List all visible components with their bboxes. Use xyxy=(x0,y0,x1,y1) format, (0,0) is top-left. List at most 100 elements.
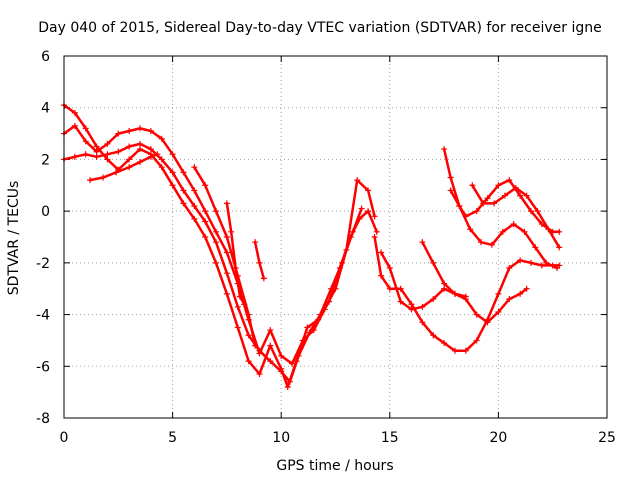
series-layer xyxy=(61,102,563,390)
data-point-plus xyxy=(447,174,454,181)
series-track-8 xyxy=(371,234,563,354)
data-point-plus xyxy=(408,306,415,313)
data-point-plus xyxy=(169,169,176,176)
data-point-plus xyxy=(147,153,154,160)
data-point-plus xyxy=(532,244,539,251)
data-point-plus xyxy=(527,208,534,215)
data-point-plus xyxy=(213,239,220,246)
series-line xyxy=(62,124,376,365)
series-track-10 xyxy=(419,239,469,300)
data-point-plus xyxy=(245,311,252,318)
series-line xyxy=(449,189,559,270)
data-point-plus xyxy=(447,187,454,194)
plot-frame xyxy=(63,55,608,419)
data-point-plus xyxy=(252,342,259,349)
data-point-plus xyxy=(441,280,448,287)
data-point-plus xyxy=(104,140,111,147)
data-point-plus xyxy=(147,146,154,153)
y-tick-label: 6 xyxy=(41,49,50,65)
data-point-plus xyxy=(317,311,324,318)
grid-layer xyxy=(64,56,607,418)
data-point-plus xyxy=(126,164,133,171)
data-point-plus xyxy=(71,153,78,160)
data-point-plus xyxy=(512,184,519,191)
data-point-plus xyxy=(339,259,346,266)
data-point-plus xyxy=(484,195,491,202)
data-point-plus xyxy=(408,301,415,308)
data-point-plus xyxy=(517,290,524,297)
data-point-plus xyxy=(469,182,476,189)
series-line xyxy=(88,153,159,182)
data-point-plus xyxy=(213,208,220,215)
data-point-plus xyxy=(441,340,448,347)
data-point-plus xyxy=(430,259,437,266)
data-point-plus xyxy=(126,143,133,150)
data-point-plus xyxy=(467,226,474,233)
data-point-plus xyxy=(545,226,552,233)
data-point-plus xyxy=(365,187,372,194)
y-tick-label: -8 xyxy=(36,411,50,427)
series-track-4 xyxy=(87,151,161,184)
data-point-plus xyxy=(491,200,498,207)
data-point-plus xyxy=(223,234,230,240)
data-point-plus xyxy=(478,239,485,246)
data-point-plus xyxy=(93,143,100,150)
series-track-7 xyxy=(252,239,267,282)
data-point-plus xyxy=(241,301,248,308)
data-point-plus xyxy=(373,228,380,235)
series-track-1 xyxy=(61,102,380,390)
data-point-plus xyxy=(306,329,313,336)
data-point-plus xyxy=(538,221,545,228)
data-point-plus xyxy=(538,262,545,269)
data-point-plus xyxy=(234,324,241,331)
data-point-plus xyxy=(137,125,144,132)
data-point-plus xyxy=(191,164,198,171)
data-point-plus xyxy=(71,109,78,116)
y-axis-label: SDTVAR / TECUs xyxy=(6,181,22,296)
x-tick-label: 25 xyxy=(598,430,616,446)
series-line xyxy=(62,103,379,389)
data-point-plus xyxy=(158,156,165,163)
data-point-plus xyxy=(137,159,144,166)
data-point-plus xyxy=(506,296,513,303)
data-point-plus xyxy=(191,215,198,222)
data-point-plus xyxy=(82,151,89,158)
series-track-12 xyxy=(447,187,561,272)
data-point-plus xyxy=(386,285,393,292)
x-tick-label: 5 xyxy=(168,430,177,446)
data-point-plus xyxy=(397,298,404,305)
series-line xyxy=(373,235,561,353)
y-tick-label: 2 xyxy=(41,152,50,168)
data-point-plus xyxy=(286,378,293,385)
data-point-plus xyxy=(419,239,426,246)
data-point-plus xyxy=(419,319,426,326)
tick-layer: 0 5 10 15 20 25 -8 -6 -4 -2 0 2 4 6 xyxy=(36,49,616,446)
data-point-plus xyxy=(223,249,230,256)
data-point-plus xyxy=(245,358,252,365)
data-point-plus xyxy=(456,202,463,209)
data-point-plus xyxy=(223,200,230,207)
data-point-plus xyxy=(202,208,209,215)
data-point-plus xyxy=(267,342,274,349)
data-point-plus xyxy=(328,285,335,292)
data-point-plus xyxy=(169,182,176,189)
data-point-plus xyxy=(82,125,89,132)
data-point-plus xyxy=(169,151,176,158)
data-point-plus xyxy=(495,308,502,315)
series-track-3 xyxy=(61,140,365,385)
data-point-plus xyxy=(191,187,198,194)
data-point-plus xyxy=(191,202,198,209)
data-point-plus xyxy=(506,265,513,272)
data-point-plus xyxy=(104,156,111,163)
data-point-plus xyxy=(158,135,165,142)
data-point-plus xyxy=(499,228,506,235)
data-point-plus xyxy=(510,221,517,228)
data-point-plus xyxy=(430,332,437,339)
data-point-plus xyxy=(556,244,563,251)
data-point-plus xyxy=(523,192,530,199)
data-point-plus xyxy=(451,347,458,354)
data-point-plus xyxy=(527,259,534,266)
data-point-plus xyxy=(441,285,448,292)
data-point-plus xyxy=(267,327,274,334)
data-point-plus xyxy=(371,234,378,240)
